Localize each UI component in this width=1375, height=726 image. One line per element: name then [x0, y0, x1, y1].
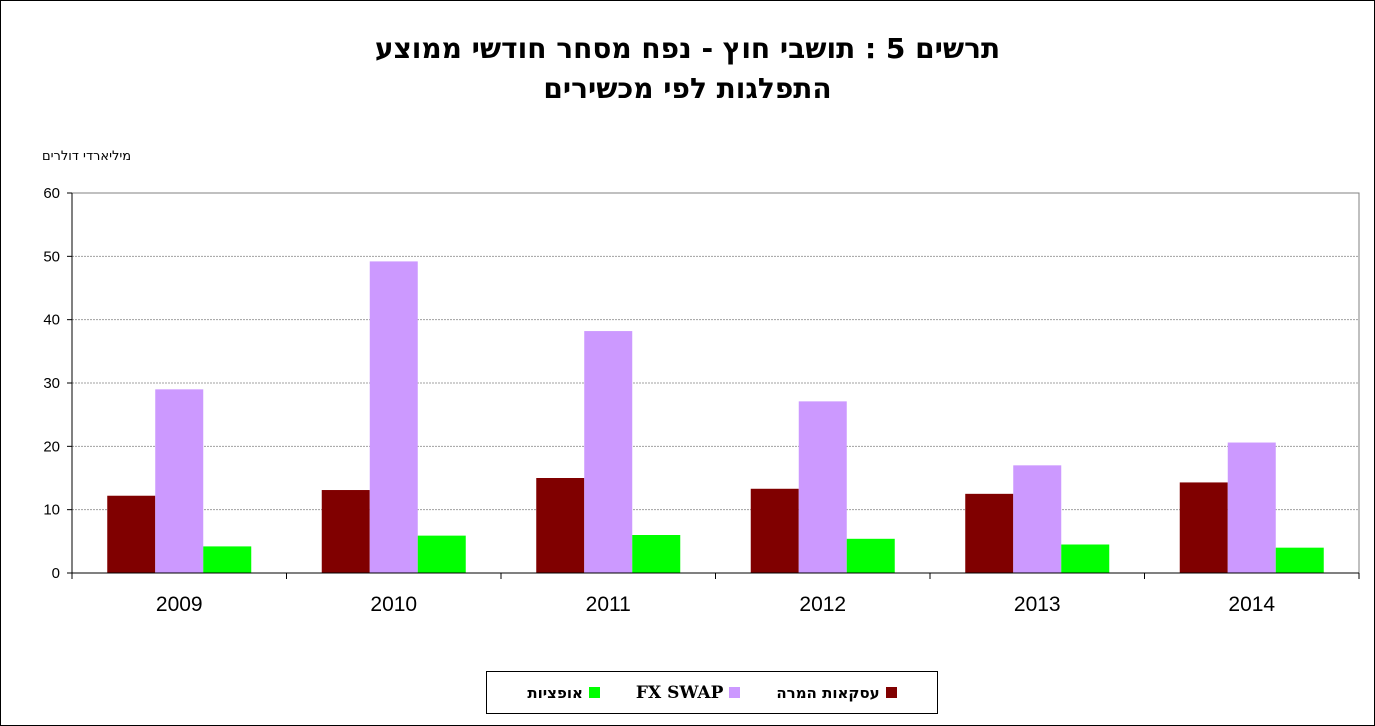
bar-2009-series-1	[155, 389, 204, 573]
x-tick-label-2010: 2010	[370, 593, 417, 616]
bar-2013-series-1	[1013, 465, 1062, 573]
y-tick-label-20: 20	[43, 438, 60, 455]
bar-2014-series-0	[1179, 482, 1228, 573]
bar-2013-series-2	[1061, 544, 1110, 573]
y-axis-unit-label: מיליארדי דולרים	[42, 149, 132, 164]
legend-label-fx-swap: FX SWAP	[635, 682, 724, 703]
x-tick-label-2011: 2011	[586, 593, 631, 616]
legend-item-conversions: עסקאות המרה	[776, 683, 897, 702]
y-tick-label-30: 30	[43, 375, 60, 392]
chart-subtitle: התפלגות לפי מכשירים	[543, 72, 832, 105]
bar-2011-series-0	[536, 478, 585, 573]
bar-2009-series-0	[107, 495, 156, 573]
y-tick-label-10: 10	[43, 502, 60, 519]
legend-item-fx-swap: FX SWAP	[635, 682, 741, 703]
legend-swatch-fx-swap	[729, 687, 741, 698]
chart-title: תרשים 5 : תושבי חוץ - נפח מסחר חודשי ממו…	[374, 32, 1001, 65]
y-tick-label-0: 0	[52, 565, 60, 582]
bar-2010-series-2	[417, 535, 466, 573]
bar-2011-series-2	[632, 535, 681, 573]
x-tick-label-2013: 2013	[1014, 593, 1061, 616]
bar-2012-series-1	[798, 401, 847, 573]
legend-item-options: אופציות	[527, 684, 600, 702]
legend-label-options: אופציות	[527, 683, 583, 702]
bar-2012-series-2	[846, 538, 895, 573]
y-tick-label-60: 60	[43, 185, 60, 202]
x-tick-label-2009: 2009	[156, 593, 203, 616]
x-tick-label-2012: 2012	[799, 593, 846, 616]
y-tick-label-40: 40	[43, 312, 60, 329]
bar-2010-series-0	[321, 490, 370, 573]
bar-2014-series-1	[1227, 442, 1276, 573]
legend-swatch-conversions	[885, 687, 897, 698]
x-tick-label-2014: 2014	[1228, 593, 1275, 616]
legend-swatch-options	[588, 687, 600, 698]
chart-legend: עסקאות המרה FX SWAP אופציות	[486, 671, 938, 714]
y-tick-label-50: 50	[43, 248, 60, 265]
bar-2014-series-2	[1275, 547, 1324, 573]
legend-label-conversions: עסקאות המרה	[776, 683, 880, 702]
bar-2009-series-2	[203, 546, 252, 573]
bar-2013-series-0	[965, 493, 1014, 573]
bar-2011-series-1	[584, 331, 633, 573]
bar-2010-series-1	[369, 261, 418, 573]
bar-2012-series-0	[750, 488, 799, 573]
